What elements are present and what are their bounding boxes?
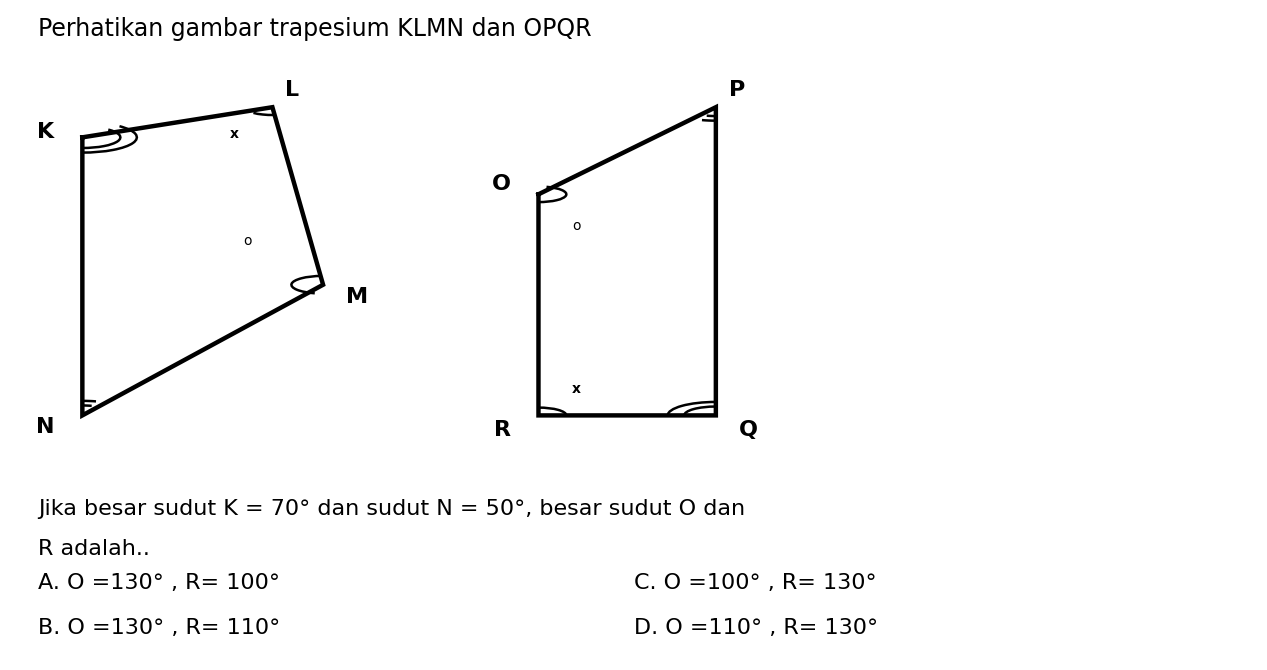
Text: o: o [243,234,251,248]
Text: Q: Q [739,420,758,440]
Text: M: M [346,287,367,307]
Text: D. O =110° , R= 130°: D. O =110° , R= 130° [634,618,878,638]
Text: R adalah..: R adalah.. [38,539,150,559]
Text: x: x [571,382,582,395]
Text: C. O =100° , R= 130°: C. O =100° , R= 130° [634,573,875,593]
Text: N: N [35,417,54,438]
Text: L: L [285,80,299,100]
Text: o: o [573,220,580,233]
Text: A. O =130° , R= 100°: A. O =130° , R= 100° [38,573,280,593]
Text: Jika besar sudut K = 70° dan sudut N = 50°, besar sudut O dan: Jika besar sudut K = 70° dan sudut N = 5… [38,499,745,519]
Text: O: O [492,174,511,194]
Text: P: P [729,80,745,100]
Text: R: R [494,420,511,440]
Text: x: x [229,127,239,141]
Text: Perhatikan gambar trapesium KLMN dan OPQR: Perhatikan gambar trapesium KLMN dan OPQ… [38,17,592,41]
Text: K: K [37,122,54,142]
Text: B. O =130° , R= 110°: B. O =130° , R= 110° [38,618,280,638]
